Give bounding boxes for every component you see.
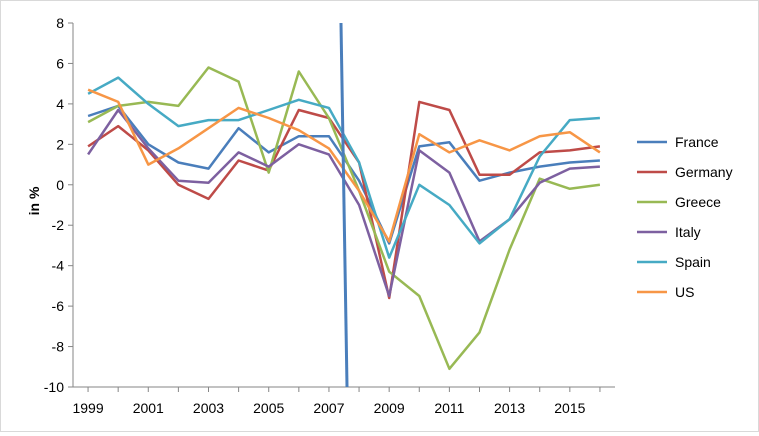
x-tick-label: 2013 — [494, 400, 525, 416]
y-tick-label: 6 — [56, 55, 64, 71]
x-tick-label: 2003 — [193, 400, 224, 416]
y-tick-labels: -10 -8 -6 -4 -2 0 2 4 6 8 — [44, 15, 64, 395]
legend-label-greece: Greece — [675, 194, 721, 210]
x-tick-label: 2009 — [374, 400, 405, 416]
x-tick-label: 2001 — [133, 400, 164, 416]
legend: France Germany Greece Italy Spain US — [637, 134, 733, 300]
y-tick-label: -4 — [52, 258, 65, 274]
y-tick-label: 8 — [56, 15, 64, 31]
x-tick-label: 2005 — [253, 400, 284, 416]
axes — [68, 22, 615, 392]
y-tick-label: -6 — [52, 298, 65, 314]
x-tick-label: 2007 — [313, 400, 344, 416]
annotations — [339, 22, 349, 388]
y-axis-label: in % — [26, 186, 42, 215]
legend-label-germany: Germany — [675, 164, 733, 180]
x-tick-label: 1999 — [72, 400, 103, 416]
y-tick-label: -8 — [52, 339, 65, 355]
y-tick-label: -10 — [44, 379, 64, 395]
legend-label-spain: Spain — [675, 254, 711, 270]
x-tick-label: 2011 — [434, 400, 464, 416]
legend-label-italy: Italy — [675, 224, 701, 240]
legend-label-us: US — [675, 284, 694, 300]
y-tick-label: 0 — [56, 177, 64, 193]
y-tick-label: 2 — [56, 136, 64, 152]
x-tick-label: 2015 — [554, 400, 585, 416]
x-tick-labels: 1999 2001 2003 2005 2007 2009 2011 2013 2015 — [72, 400, 585, 416]
y-tick-label: 4 — [56, 96, 64, 112]
vertical-marker-line — [339, 22, 349, 388]
legend-label-france: France — [675, 134, 719, 150]
y-tick-label: -2 — [52, 217, 65, 233]
